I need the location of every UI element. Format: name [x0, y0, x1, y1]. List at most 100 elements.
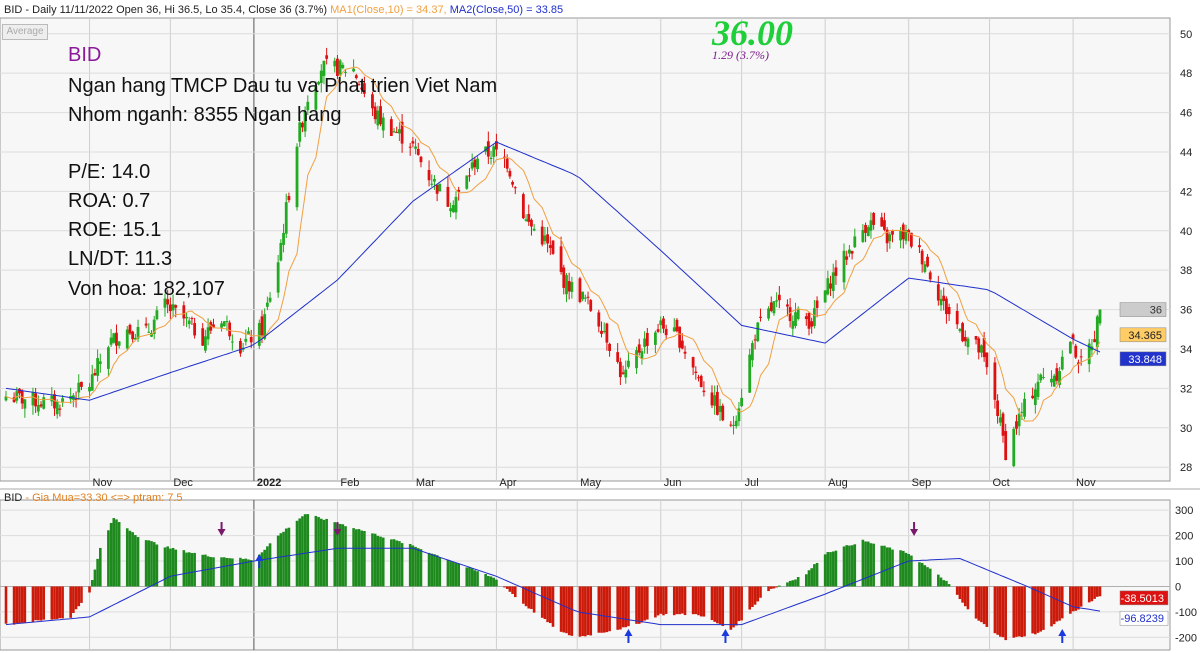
signal-line — [5, 547, 1101, 626]
histogram-bar — [1023, 586, 1026, 637]
candle-body — [112, 333, 116, 343]
candle — [449, 202, 453, 218]
histogram-bar — [985, 586, 989, 627]
candle — [319, 64, 323, 93]
histogram-bar — [578, 586, 582, 637]
histogram-bar — [1052, 586, 1056, 625]
candle — [222, 320, 226, 327]
candle — [1087, 338, 1091, 373]
candle-body — [645, 332, 649, 346]
histogram-bar — [621, 586, 625, 628]
candle — [511, 180, 514, 188]
histogram-bar — [187, 552, 191, 587]
histogram-bar — [810, 568, 813, 587]
candle-body — [559, 246, 563, 272]
candle-body — [826, 278, 830, 295]
average-button[interactable]: Average — [2, 24, 48, 40]
price-change: 1.29 (3.7%) — [712, 48, 769, 62]
candle-body — [495, 141, 498, 150]
axis-strip — [0, 482, 1200, 491]
histogram-bar — [532, 586, 536, 613]
buy-arrow — [1058, 629, 1067, 643]
histogram-bar — [333, 522, 337, 587]
indicator-params: - Gia Mua=33.30 <=> ptram: 7.5 — [25, 492, 183, 504]
header-ticker: BID — [4, 4, 23, 16]
candle-body — [1098, 309, 1102, 324]
histogram-bar — [430, 553, 434, 587]
candle — [495, 133, 498, 157]
buy-arrow-head — [721, 629, 730, 636]
candle-body — [90, 374, 94, 391]
candle — [55, 399, 59, 419]
candle-body — [804, 316, 808, 319]
histogram-bar — [683, 586, 687, 616]
histogram-bar — [354, 529, 358, 587]
candle — [1052, 373, 1056, 387]
candle-body — [322, 60, 326, 76]
candle-body — [624, 369, 628, 378]
candle — [955, 303, 959, 329]
header-ohlc: - Daily 11/11/2022 Open 36, Hi 36.5, Lo … — [25, 4, 328, 16]
candle — [977, 336, 981, 360]
candle-body — [344, 71, 347, 73]
histogram-bar — [694, 586, 698, 615]
candle — [600, 321, 603, 338]
candle-body — [18, 388, 21, 394]
candle — [489, 150, 493, 165]
candle-body — [694, 371, 698, 374]
candle-body — [486, 141, 490, 157]
histogram-bar — [414, 546, 417, 587]
candle-body — [505, 158, 509, 169]
candle-body — [125, 329, 129, 349]
candle-body — [627, 360, 630, 367]
candle — [333, 57, 337, 73]
histogram-bar — [4, 586, 8, 624]
candle — [1098, 309, 1102, 326]
histogram-bar — [193, 552, 196, 587]
candle — [322, 60, 326, 85]
candle — [678, 326, 682, 353]
candle-body — [985, 352, 989, 368]
candle — [325, 47, 329, 65]
candle-body — [955, 310, 959, 325]
candle-body — [244, 338, 248, 342]
histogram-bar — [646, 586, 649, 620]
candle-body — [777, 294, 781, 301]
ma1-line — [5, 66, 1101, 422]
candle-body — [1033, 389, 1037, 405]
candle — [239, 338, 242, 357]
histogram-bar — [605, 586, 609, 633]
histogram-bar — [559, 586, 563, 632]
candle-body — [473, 159, 477, 168]
candle — [683, 345, 687, 359]
candle-body — [759, 316, 762, 318]
candle-body — [608, 343, 611, 352]
candle — [395, 126, 399, 134]
histogram-bar — [34, 586, 37, 621]
histogram-bar — [627, 586, 630, 627]
candle-body — [222, 321, 226, 327]
buy-arrow-head — [624, 629, 633, 636]
candle-body — [923, 264, 927, 272]
histogram-bar — [150, 541, 153, 587]
candle — [109, 329, 113, 347]
candle-body — [193, 323, 197, 336]
histogram-bar — [376, 535, 380, 587]
candle — [1042, 367, 1045, 380]
histogram-bar — [899, 550, 902, 587]
x-tick-label: Jul — [745, 477, 759, 489]
candle-body — [947, 306, 951, 315]
histogram-bar — [452, 562, 455, 587]
candle — [187, 316, 191, 329]
histogram-bar — [796, 577, 800, 587]
candle — [42, 393, 46, 410]
histogram-bar — [918, 562, 921, 587]
candle-body — [303, 111, 307, 132]
histogram-bar — [495, 579, 498, 587]
candle-body — [982, 338, 986, 358]
histogram-bar — [182, 550, 186, 587]
candle — [23, 398, 27, 418]
indicator-tick-label: 300 — [1175, 505, 1193, 517]
histogram-bar — [891, 549, 894, 587]
histogram-bar — [939, 577, 943, 587]
